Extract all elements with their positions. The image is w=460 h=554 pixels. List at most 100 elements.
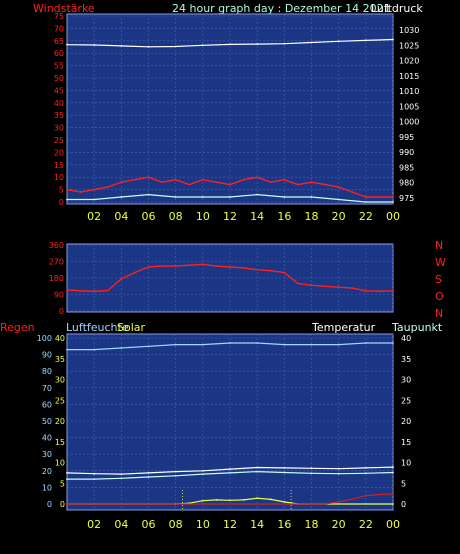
data-point [174,343,177,346]
data-point [188,183,191,186]
data-point [93,478,96,480]
data-point [392,196,394,198]
data-point [66,198,68,201]
data-point [120,473,123,476]
solar-tick-label: 0 [60,500,65,509]
y-tick-label: 55 [54,62,64,71]
data-point [337,198,340,201]
y2-tick-label: 20 [401,417,411,426]
data-point [324,285,326,288]
y2-tick-label: 985 [399,163,414,172]
x-tick-label: 02 [87,210,101,223]
data-point [215,181,218,184]
data-point [229,196,231,198]
data-point [66,43,68,46]
data-point [79,191,82,193]
data-point [351,287,354,289]
data-point [134,271,136,274]
data-point [66,503,68,505]
x-tick-label: 12 [223,210,237,223]
data-point [324,183,326,186]
data-point [229,471,231,474]
solar-tick-label: 30 [55,376,65,385]
y-tick-label: 65 [54,37,64,46]
data-point [174,265,177,267]
y-tick-label: 90 [54,291,64,300]
y2-tick-label: 10 [401,459,411,468]
y2-tick-label: 1025 [399,41,419,50]
data-point [201,263,204,266]
data-point [242,498,245,501]
data-point [283,178,286,181]
y-tick-label: 15 [54,161,64,170]
data-point [351,191,354,193]
y-tick-label: 50 [42,417,52,426]
panel3-x-ticks: 02 04 06 08 10 12 14 16 18 20 22 00 [87,518,400,531]
x-tick-label: 20 [332,518,346,531]
solar-label: Solar [117,321,146,334]
solar-tick-label: 10 [55,459,65,468]
data-point [364,466,367,469]
data-point [229,43,231,46]
y2-tick-label: 30 [401,376,411,385]
data-point [351,498,354,500]
data-point [378,493,381,496]
data-point [174,178,177,181]
solar-tick-label: 5 [60,479,65,488]
y2-tick-label: 1020 [399,57,419,66]
y2-tick-label: 15 [401,438,411,447]
y-tick-label: 70 [42,384,52,393]
data-point [79,289,82,292]
x-tick-label: 18 [305,518,319,531]
y-tick-label: 10 [42,483,52,492]
data-point [256,43,259,45]
y-tick-label: 25 [54,136,64,145]
dewpoint-label: Taupunkt [391,321,443,334]
data-point [174,470,177,473]
x-tick-label: 18 [305,210,319,223]
data-point [147,471,150,474]
data-point [392,38,394,41]
data-point [392,289,394,292]
data-point [66,188,68,191]
data-point [120,347,123,349]
y2-tick-label: 990 [399,148,414,157]
data-point [66,348,68,351]
data-point [283,196,286,198]
data-point [378,290,381,293]
data-point [310,284,313,287]
y-tick-label: 60 [54,49,64,58]
data-point [310,343,313,346]
solar-tick-label: 20 [55,417,65,426]
y-tick-label: 10 [54,173,64,182]
data-point [392,503,394,505]
y-tick-label: 0 [59,307,64,316]
data-point [256,268,259,271]
data-point [120,181,123,184]
data-point [337,186,340,189]
data-point [378,196,381,198]
data-point [161,265,163,267]
y2-tick-label: 1000 [399,118,419,127]
solar-tick-label: 15 [55,438,65,447]
data-point [66,478,68,480]
data-point [256,497,259,500]
data-point [106,289,109,292]
panel3-grid [67,334,394,510]
panel2-left-ticks: 0 90 180 270 360 [49,241,64,316]
panel1-series [66,38,394,203]
pressure-axis-label: Luftdruck [371,2,423,15]
data-point [201,44,204,47]
data-point [337,286,340,289]
data-point [120,196,123,198]
data-point [229,468,231,471]
data-point [201,499,204,502]
chart-title: 24 hour graph day : Dezember 14 2021 [172,2,391,15]
x-tick-label: 22 [359,210,373,223]
data-point [93,348,96,351]
y-tick-label: 360 [49,241,64,250]
data-point [297,282,299,285]
x-tick-label: 22 [359,518,373,531]
y-tick-label: 100 [37,334,52,343]
y-tick-label: 50 [54,74,64,83]
